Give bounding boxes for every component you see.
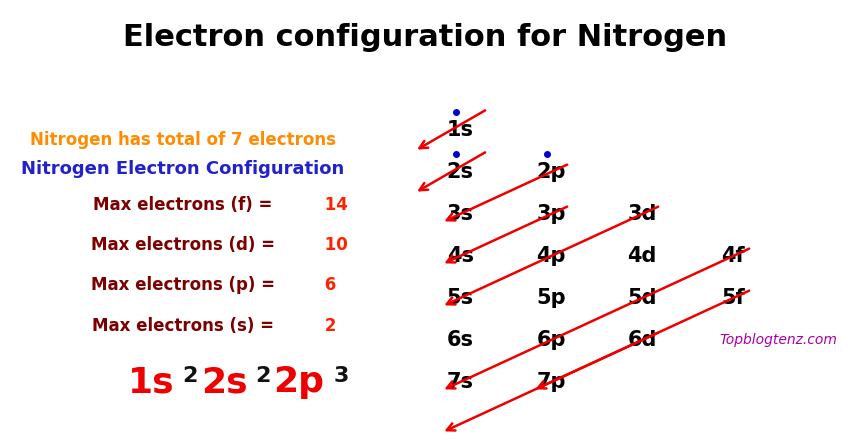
Text: 6: 6	[319, 277, 336, 294]
Text: Electron configuration for Nitrogen: Electron configuration for Nitrogen	[123, 24, 727, 53]
Text: 1s: 1s	[446, 120, 474, 140]
Text: 5f: 5f	[722, 288, 745, 308]
Text: 4f: 4f	[722, 246, 745, 266]
Text: 7s: 7s	[446, 372, 474, 392]
Text: 5p: 5p	[536, 288, 566, 308]
Text: 2s: 2s	[446, 162, 474, 182]
Text: Max electrons (d) =: Max electrons (d) =	[91, 236, 274, 254]
Text: 1s: 1s	[128, 365, 174, 400]
Text: 14: 14	[319, 196, 348, 214]
Text: 2: 2	[319, 317, 337, 334]
Text: 3d: 3d	[627, 204, 657, 224]
Text: Max electrons (f) =: Max electrons (f) =	[93, 196, 272, 214]
Text: 6s: 6s	[446, 330, 474, 350]
Text: 10: 10	[319, 236, 348, 254]
Text: 2: 2	[183, 367, 198, 387]
Text: 2p: 2p	[536, 162, 566, 182]
Text: 4s: 4s	[446, 246, 474, 266]
Text: 5s: 5s	[446, 288, 474, 308]
Text: 3s: 3s	[446, 204, 474, 224]
Text: 6d: 6d	[627, 330, 657, 350]
Text: 3p: 3p	[536, 204, 566, 224]
Text: 3: 3	[333, 367, 349, 387]
Text: 4d: 4d	[627, 246, 657, 266]
Text: Max electrons (p) =: Max electrons (p) =	[91, 277, 274, 294]
Text: 2p: 2p	[274, 365, 325, 400]
Text: 2s: 2s	[200, 365, 248, 400]
Text: 2: 2	[255, 367, 271, 387]
Text: 4p: 4p	[536, 246, 566, 266]
Text: Max electrons (s) =: Max electrons (s) =	[92, 317, 274, 334]
Text: 7p: 7p	[536, 372, 566, 392]
Text: Topblogtenz.com: Topblogtenz.com	[720, 333, 838, 347]
Text: 5d: 5d	[627, 288, 657, 308]
Text: 6p: 6p	[536, 330, 566, 350]
Text: Nitrogen has total of 7 electrons: Nitrogen has total of 7 electrons	[29, 132, 336, 149]
Text: Nitrogen Electron Configuration: Nitrogen Electron Configuration	[21, 161, 344, 178]
